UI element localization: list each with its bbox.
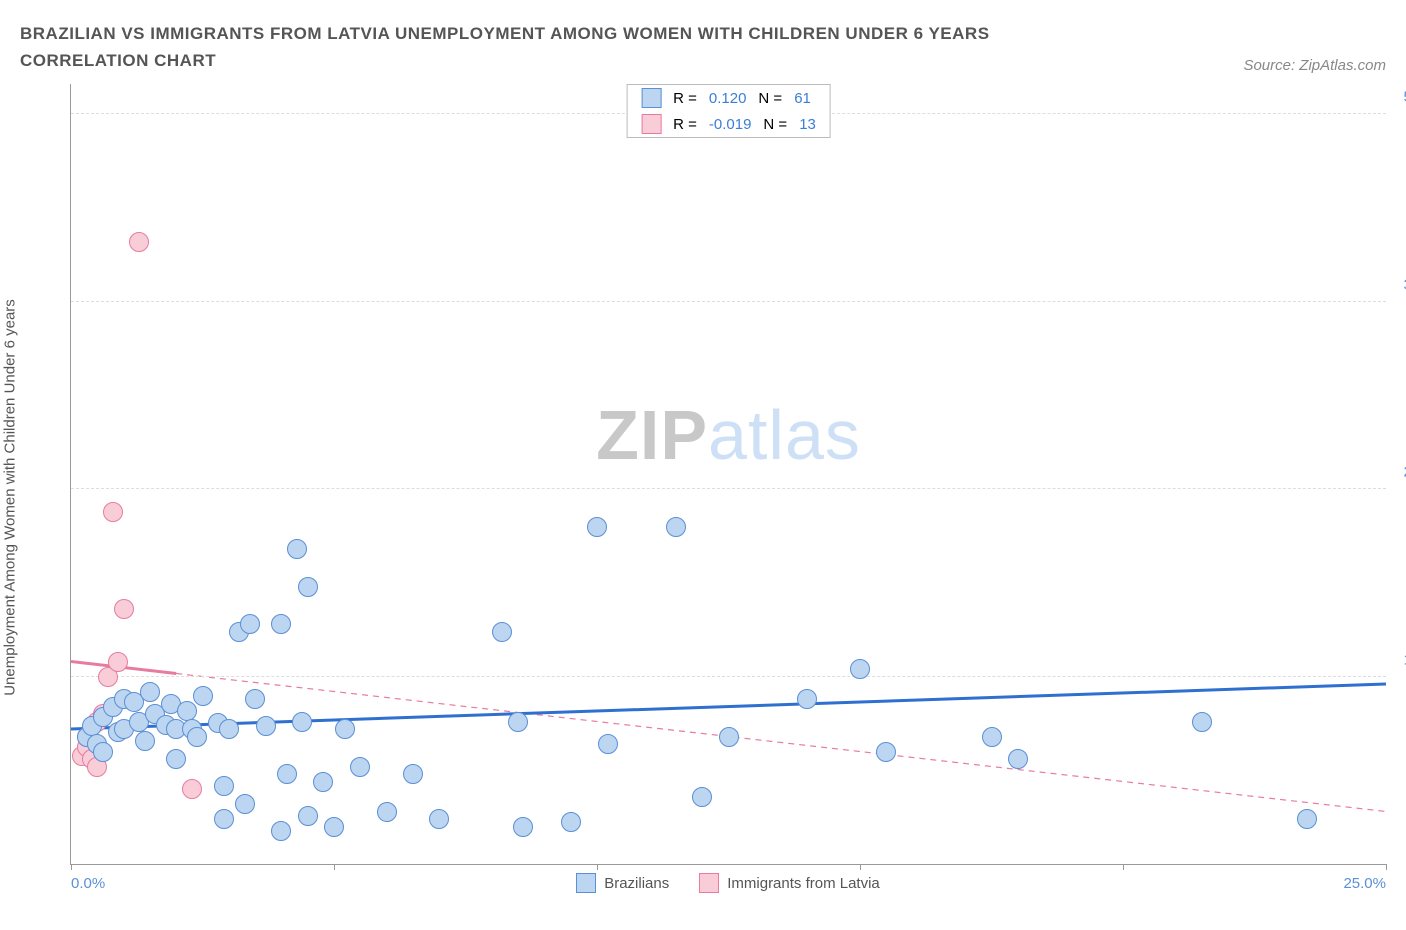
data-point	[214, 776, 234, 796]
plot-area: ZIPatlas R = 0.120 N = 61 R = -0.019 N =…	[70, 84, 1386, 865]
xtick-label: 0.0%	[71, 875, 105, 892]
data-point	[298, 806, 318, 826]
data-point	[982, 727, 1002, 747]
xtick	[1386, 864, 1387, 870]
data-point	[166, 749, 186, 769]
data-point	[335, 719, 355, 739]
data-point	[292, 712, 312, 732]
xtick	[597, 864, 598, 870]
data-point	[1297, 809, 1317, 829]
n-label-l: N =	[763, 116, 787, 133]
r-value-l: -0.019	[709, 116, 752, 133]
source-label: Source: ZipAtlas.com	[1243, 57, 1386, 74]
data-point	[350, 757, 370, 777]
data-point	[719, 727, 739, 747]
r-label-l: R =	[673, 116, 697, 133]
data-point	[256, 716, 276, 736]
series-legend: Brazilians Immigrants from Latvia	[70, 873, 1386, 893]
data-point	[182, 779, 202, 799]
data-point	[797, 689, 817, 709]
data-point	[93, 742, 113, 762]
legend-row-brazilians: R = 0.120 N = 61	[627, 85, 830, 111]
data-point	[508, 712, 528, 732]
xtick	[1123, 864, 1124, 870]
swatch-latvia-icon	[699, 873, 719, 893]
data-point	[598, 734, 618, 754]
swatch-brazilians-icon	[576, 873, 596, 893]
data-point	[140, 682, 160, 702]
legend-item-brazilians: Brazilians	[576, 873, 669, 893]
data-point	[177, 701, 197, 721]
data-point	[403, 764, 423, 784]
data-point	[287, 539, 307, 559]
data-point	[429, 809, 449, 829]
legend-label-latvia: Immigrants from Latvia	[727, 875, 880, 892]
data-point	[271, 821, 291, 841]
xtick-label: 25.0%	[1343, 875, 1386, 892]
data-point	[692, 787, 712, 807]
legend-row-latvia: R = -0.019 N = 13	[627, 111, 830, 137]
data-point	[513, 817, 533, 837]
n-value-l: 13	[799, 116, 816, 133]
data-point	[129, 232, 149, 252]
data-point	[377, 802, 397, 822]
trend-lines	[71, 84, 1386, 864]
xtick	[71, 864, 72, 870]
data-point	[876, 742, 896, 762]
y-axis-label: Unemployment Among Women with Children U…	[2, 299, 19, 696]
legend-item-latvia: Immigrants from Latvia	[699, 873, 880, 893]
data-point	[298, 577, 318, 597]
grid-line	[71, 301, 1386, 302]
chart-container: Unemployment Among Women with Children U…	[20, 84, 1386, 893]
n-value-b: 61	[794, 90, 811, 107]
grid-line	[71, 676, 1386, 677]
watermark: ZIPatlas	[596, 395, 861, 475]
data-point	[193, 686, 213, 706]
data-point	[271, 614, 291, 634]
data-point	[245, 689, 265, 709]
data-point	[850, 659, 870, 679]
chart-title: BRAZILIAN VS IMMIGRANTS FROM LATVIA UNEM…	[20, 20, 1120, 74]
data-point	[313, 772, 333, 792]
data-point	[666, 517, 686, 537]
data-point	[240, 614, 260, 634]
xtick	[334, 864, 335, 870]
data-point	[135, 731, 155, 751]
data-point	[187, 727, 207, 747]
watermark-zip: ZIP	[596, 396, 708, 474]
data-point	[235, 794, 255, 814]
data-point	[587, 517, 607, 537]
swatch-latvia	[641, 114, 661, 134]
data-point	[219, 719, 239, 739]
r-value-b: 0.120	[709, 90, 747, 107]
xtick	[860, 864, 861, 870]
legend-label-brazilians: Brazilians	[604, 875, 669, 892]
swatch-brazilians	[641, 88, 661, 108]
data-point	[1008, 749, 1028, 769]
data-point	[214, 809, 234, 829]
r-label-b: R =	[673, 90, 697, 107]
data-point	[492, 622, 512, 642]
data-point	[561, 812, 581, 832]
data-point	[103, 502, 123, 522]
n-label-b: N =	[758, 90, 782, 107]
grid-line	[71, 488, 1386, 489]
watermark-atlas: atlas	[708, 396, 861, 474]
data-point	[114, 599, 134, 619]
data-point	[324, 817, 344, 837]
data-point	[1192, 712, 1212, 732]
data-point	[108, 652, 128, 672]
correlation-legend: R = 0.120 N = 61 R = -0.019 N = 13	[626, 84, 831, 138]
data-point	[277, 764, 297, 784]
